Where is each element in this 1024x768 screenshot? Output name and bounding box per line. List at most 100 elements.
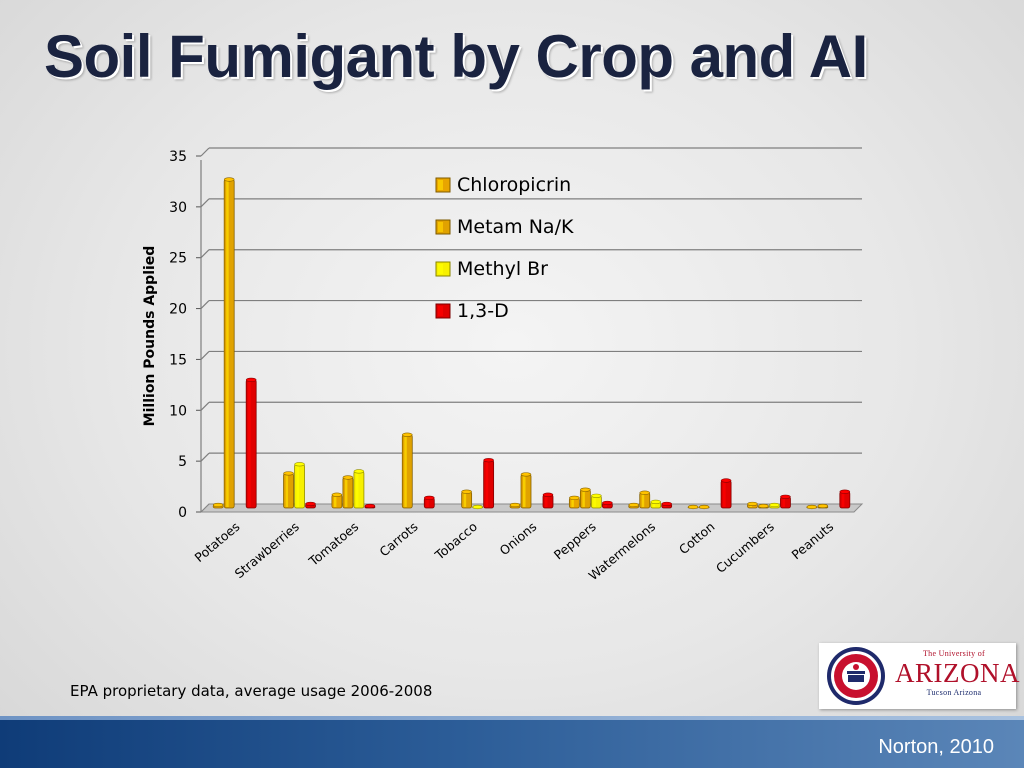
- bar-top: [472, 504, 483, 510]
- bar: [780, 494, 791, 509]
- bar-body: [639, 492, 651, 509]
- gridline-side: [200, 198, 210, 208]
- y-tick-label: 20: [169, 302, 187, 318]
- x-tick-label: Cotton: [676, 519, 718, 557]
- bar: [331, 492, 343, 509]
- bar-top: [780, 494, 791, 499]
- bar: [628, 502, 640, 509]
- bar: [542, 492, 554, 509]
- bar-body: [461, 491, 473, 509]
- y-tick-label: 5: [178, 454, 187, 470]
- bar-highlight: [841, 492, 845, 507]
- slide-title: Soil Fumigant by Crop and AI: [44, 23, 868, 90]
- bar-body: [353, 470, 365, 509]
- source-footnote: EPA proprietary data, average usage 2006…: [70, 682, 433, 700]
- bar: [483, 458, 495, 509]
- chart-axes: [196, 155, 864, 513]
- bar-highlight: [571, 498, 574, 507]
- bar: [283, 471, 294, 509]
- bar-top: [223, 177, 235, 182]
- bar-top: [542, 492, 554, 497]
- bar-highlight: [426, 498, 429, 507]
- bar-top: [342, 475, 354, 480]
- bar-body: [223, 179, 235, 509]
- bar-highlight: [641, 493, 645, 507]
- bar-top: [806, 504, 818, 510]
- bar-top: [650, 499, 662, 504]
- y-tick-labels: 0 5 10 15 20 25 30 35: [169, 149, 187, 521]
- legend-swatch-highlight: [438, 222, 443, 232]
- bar-top: [720, 478, 732, 483]
- y-tick-label: 0: [178, 505, 187, 521]
- bar: [568, 495, 580, 509]
- bar-top: [509, 502, 521, 508]
- gridline-side: [200, 249, 210, 259]
- y-tick-label: 35: [169, 149, 187, 165]
- bar-body: [283, 473, 294, 509]
- bar: [212, 502, 224, 509]
- bar-highlight: [663, 504, 667, 507]
- bar-highlight: [355, 472, 359, 507]
- floor-edge: [200, 503, 210, 513]
- bar-body: [579, 489, 591, 509]
- bar-top: [817, 503, 829, 509]
- bar-highlight: [582, 490, 585, 507]
- bar: [509, 502, 521, 509]
- bar-highlight: [296, 465, 300, 507]
- legend-item: Methyl Br: [435, 258, 548, 280]
- bar-highlight: [782, 497, 785, 507]
- legend-item: Chloropicrin: [435, 174, 571, 196]
- bar-top: [520, 472, 532, 477]
- bar-top: [283, 471, 294, 476]
- bar: [461, 489, 473, 509]
- chart-legend: Chloropicrin Metam Na/K Methyl Br 1,3-D: [435, 174, 574, 322]
- bar-highlight: [404, 435, 407, 507]
- university-seal-icon: [827, 647, 885, 705]
- bar-top: [305, 501, 316, 507]
- bar-top: [364, 503, 376, 509]
- bar: [364, 503, 376, 509]
- bar-highlight: [307, 504, 311, 507]
- bar: [590, 493, 602, 509]
- bar-highlight: [463, 492, 467, 507]
- bar-highlight: [604, 503, 607, 507]
- x-tick-label: Tomatoes: [305, 519, 361, 570]
- legend-label: 1,3-D: [457, 300, 509, 322]
- bar-body: [839, 491, 851, 509]
- bar-top: [747, 501, 758, 507]
- bar: [472, 504, 484, 510]
- bar: [305, 501, 316, 509]
- bar-top: [245, 377, 257, 382]
- bar: [639, 490, 651, 509]
- bar: [817, 503, 829, 509]
- bar-top: [580, 487, 591, 492]
- bar-top: [212, 502, 224, 508]
- bar-body: [401, 434, 413, 509]
- legend-item: 1,3-D: [435, 300, 509, 322]
- bar: [661, 501, 673, 509]
- y-tick-label: 30: [169, 200, 187, 216]
- bar-top: [331, 492, 343, 497]
- gridline-side: [200, 401, 210, 411]
- bar-top: [353, 469, 365, 474]
- bar: [223, 177, 235, 509]
- bar: [601, 500, 613, 509]
- bar-top: [769, 502, 780, 508]
- bar: [806, 504, 818, 510]
- bar: [698, 504, 710, 510]
- bar-highlight: [749, 504, 752, 507]
- bar-highlight: [344, 478, 348, 507]
- legend-swatch-highlight: [438, 180, 443, 190]
- bar: [687, 504, 699, 510]
- bar: [650, 499, 662, 509]
- legend-swatch-highlight: [438, 306, 443, 316]
- bar: [769, 502, 780, 509]
- bar: [401, 432, 413, 509]
- bar-top: [591, 493, 602, 498]
- bar-highlight: [333, 495, 337, 507]
- bar-highlight: [523, 475, 526, 507]
- y-tick-label: 10: [169, 403, 187, 419]
- bar: [579, 487, 591, 509]
